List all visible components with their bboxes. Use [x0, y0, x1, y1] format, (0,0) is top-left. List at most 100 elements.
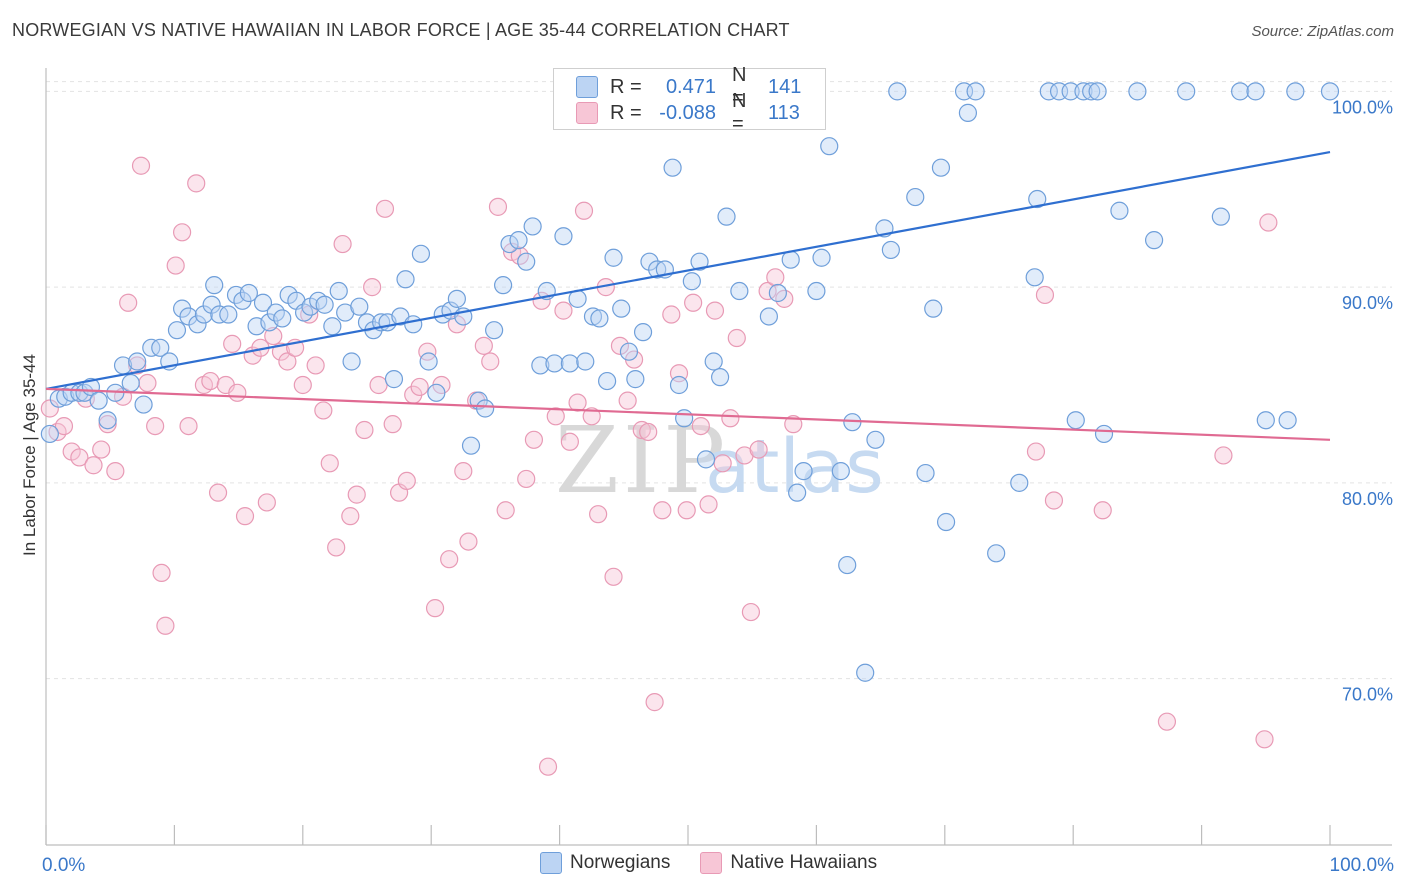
norwegian-point [40, 424, 59, 444]
norwegian-point [188, 315, 207, 334]
norwegian-point [794, 462, 813, 481]
native-hawaiian-point [639, 422, 658, 442]
norwegian-point [239, 283, 258, 303]
native-hawaiian-point [333, 234, 352, 254]
norwegian-point [807, 281, 826, 301]
norwegian-point [696, 450, 716, 469]
norwegian-point [1082, 82, 1101, 101]
norwegian-point [128, 352, 147, 371]
native-hawaiian-point [440, 550, 459, 569]
native-hawaiian-point [173, 223, 192, 242]
native-hawaiian-point [1035, 285, 1055, 305]
norwegian-point [881, 240, 900, 260]
native-hawaiian-point [766, 268, 785, 287]
norwegian-point [1094, 424, 1114, 444]
norwegian-point [1177, 82, 1196, 101]
native-hawaiian-point [278, 352, 297, 371]
native-hawaiian-point [741, 602, 761, 622]
norwegians-swatch [576, 76, 598, 98]
x-tick-label-min: 0.0% [42, 855, 85, 876]
norwegian-point [710, 368, 730, 387]
norwegian-point [1211, 207, 1230, 226]
norwegian-point [1286, 82, 1305, 101]
tick-labels: 70.0% 80.0% 90.0% 100.0% 0.0% 100.0% [42, 97, 1394, 876]
norwegian-point [1128, 82, 1147, 101]
native-hawaiian-point [1093, 501, 1112, 520]
norwegian-point [619, 342, 639, 361]
norwegian-point [1074, 82, 1093, 101]
native-hawaiian-point [546, 407, 565, 426]
native-hawaiian-point [84, 456, 103, 475]
norwegian-point [576, 352, 595, 371]
native-hawaiian-point [347, 485, 366, 504]
native-hawaiian-point [363, 278, 382, 297]
legend-label: Norwegians [570, 852, 671, 873]
norwegian-point [121, 373, 140, 393]
norwegian-point [612, 299, 631, 318]
norwegian-point [669, 375, 689, 395]
axes [45, 68, 1392, 846]
norwegian-point [812, 248, 831, 267]
native-hawaiian-point [749, 440, 768, 459]
native-hawaiian-point [106, 462, 125, 481]
norwegian-point [560, 354, 579, 373]
norwegian-point [856, 663, 875, 682]
series-norwegians [40, 82, 1340, 682]
norwegian-point [838, 555, 857, 575]
source-label: Source: ZipAtlas.com [1251, 23, 1394, 40]
norwegian-point [916, 463, 935, 483]
norwegian-point [476, 399, 495, 418]
legend-item-native-hawaiians[interactable]: Native Hawaiians [700, 852, 877, 874]
native-hawaiian-point [425, 599, 445, 618]
native-hawaiian-point [645, 693, 664, 712]
native-hawaiian-point [662, 305, 681, 324]
native-hawaiian-point [1044, 491, 1064, 510]
y-tick-label: 90.0% [1342, 293, 1393, 313]
native-hawaiian-point [235, 507, 255, 526]
x-tick-label-max: 100.0% [1330, 855, 1395, 876]
native-hawaiian-point [146, 416, 165, 436]
norwegian-point [500, 234, 519, 254]
norwegian-point [404, 315, 423, 334]
native-hawaiian-point [320, 454, 339, 473]
norwegian-point [315, 295, 334, 314]
svg-text:atlas: atlas [705, 424, 884, 510]
native-hawaiian-point [474, 336, 493, 355]
native-hawaiian-point [784, 415, 803, 434]
native-hawaiian-point [208, 483, 228, 502]
norwegian-point [329, 281, 348, 301]
norwegian-point [205, 276, 224, 295]
norwegian-point [598, 371, 617, 391]
norwegian-point [831, 462, 850, 481]
norwegian-point [509, 231, 528, 250]
native-hawaiian-point [496, 501, 515, 520]
native-hawaiians-swatch [700, 852, 723, 874]
norwegian-point [1061, 82, 1080, 101]
norwegian-point [690, 252, 709, 271]
norwegian-point [427, 383, 446, 402]
y-axis-label: In Labor Force | Age 35-44 [20, 354, 39, 556]
legend-item-norwegians[interactable]: Norwegians [540, 852, 670, 874]
native-hawaiian-point [369, 375, 388, 395]
native-hawaiian-point [70, 448, 89, 467]
native-hawaiian-point [54, 416, 74, 436]
norwegian-point [958, 103, 978, 122]
legend-label: Native Hawaiians [730, 852, 878, 873]
native-hawaiian-point [604, 567, 623, 586]
norwegian-point [1088, 82, 1107, 101]
native-hawaiian-point [138, 373, 157, 393]
norwegian-point [1025, 268, 1044, 287]
norwegian-point [590, 309, 609, 328]
native-hawaiian-point [705, 301, 725, 320]
norwegian-point [167, 321, 187, 340]
norwegian-point [461, 436, 481, 455]
native-hawaiian-point [228, 383, 247, 402]
norwegian-point [717, 207, 736, 226]
native-hawaiian-point [677, 501, 696, 520]
norwegian-point [523, 217, 542, 236]
native-hawaiian-point [488, 197, 508, 216]
native-hawaiian-point [684, 293, 703, 312]
native-hawaiian-point [327, 538, 346, 557]
n-value: 141 [768, 75, 802, 98]
native-hawaiian-point [699, 495, 718, 514]
